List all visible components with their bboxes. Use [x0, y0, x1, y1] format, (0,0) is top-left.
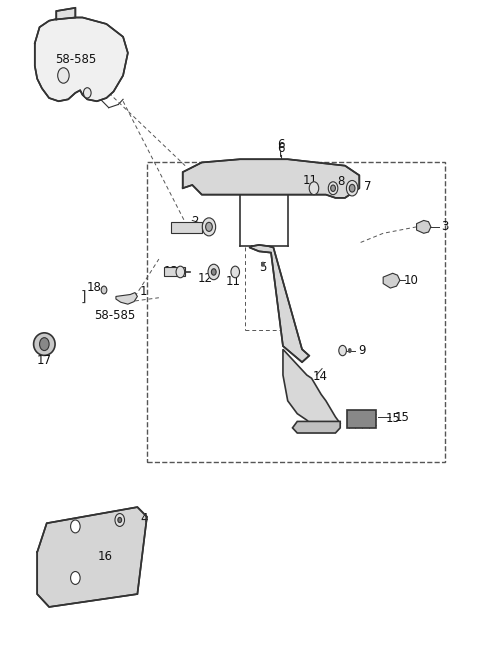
Text: 2: 2 — [191, 215, 198, 228]
Polygon shape — [417, 221, 431, 234]
Circle shape — [328, 182, 338, 195]
Polygon shape — [56, 8, 75, 19]
Circle shape — [261, 261, 265, 267]
Circle shape — [348, 348, 352, 353]
Text: 7: 7 — [364, 181, 372, 193]
Text: 58-585: 58-585 — [55, 53, 96, 66]
Circle shape — [347, 181, 358, 196]
Text: 1: 1 — [140, 285, 147, 298]
Circle shape — [71, 520, 80, 533]
Circle shape — [84, 88, 91, 98]
Text: 4: 4 — [141, 512, 148, 525]
Text: 3: 3 — [442, 221, 449, 234]
Text: 17: 17 — [37, 355, 52, 367]
Polygon shape — [37, 507, 147, 607]
Circle shape — [231, 266, 240, 278]
Polygon shape — [383, 273, 400, 288]
Circle shape — [339, 345, 347, 356]
Ellipse shape — [34, 333, 55, 355]
Text: 6: 6 — [277, 138, 284, 151]
Text: 58-585: 58-585 — [95, 309, 135, 322]
Bar — [164, 267, 185, 276]
Text: ]: ] — [81, 289, 86, 303]
Circle shape — [309, 182, 319, 195]
Polygon shape — [116, 292, 137, 304]
Text: 5: 5 — [259, 261, 266, 274]
Circle shape — [101, 286, 107, 294]
Text: 12: 12 — [198, 272, 213, 285]
Text: 15: 15 — [395, 411, 410, 424]
Text: 8: 8 — [337, 175, 345, 188]
Circle shape — [211, 269, 216, 275]
Circle shape — [349, 184, 355, 192]
Polygon shape — [35, 17, 128, 101]
Text: 14: 14 — [312, 370, 328, 383]
Text: 18: 18 — [87, 281, 102, 294]
Polygon shape — [283, 349, 340, 430]
Circle shape — [71, 571, 80, 584]
Circle shape — [202, 218, 216, 236]
Text: 15: 15 — [385, 411, 400, 424]
Circle shape — [176, 266, 185, 278]
Text: 16: 16 — [98, 550, 113, 563]
Text: 9: 9 — [358, 344, 365, 357]
Polygon shape — [183, 159, 360, 198]
Polygon shape — [292, 421, 340, 433]
Polygon shape — [348, 410, 376, 428]
Text: 11: 11 — [225, 275, 240, 288]
Circle shape — [39, 338, 49, 351]
Circle shape — [58, 68, 69, 83]
Circle shape — [115, 514, 124, 527]
Bar — [147, 162, 445, 462]
Text: 6: 6 — [277, 142, 284, 155]
Text: 13: 13 — [163, 265, 178, 278]
Circle shape — [331, 185, 336, 192]
Circle shape — [205, 223, 212, 232]
Bar — [171, 222, 202, 234]
Text: 10: 10 — [403, 274, 418, 287]
Polygon shape — [250, 245, 309, 362]
Circle shape — [118, 518, 121, 523]
Circle shape — [208, 264, 219, 280]
Text: 11: 11 — [303, 174, 318, 187]
